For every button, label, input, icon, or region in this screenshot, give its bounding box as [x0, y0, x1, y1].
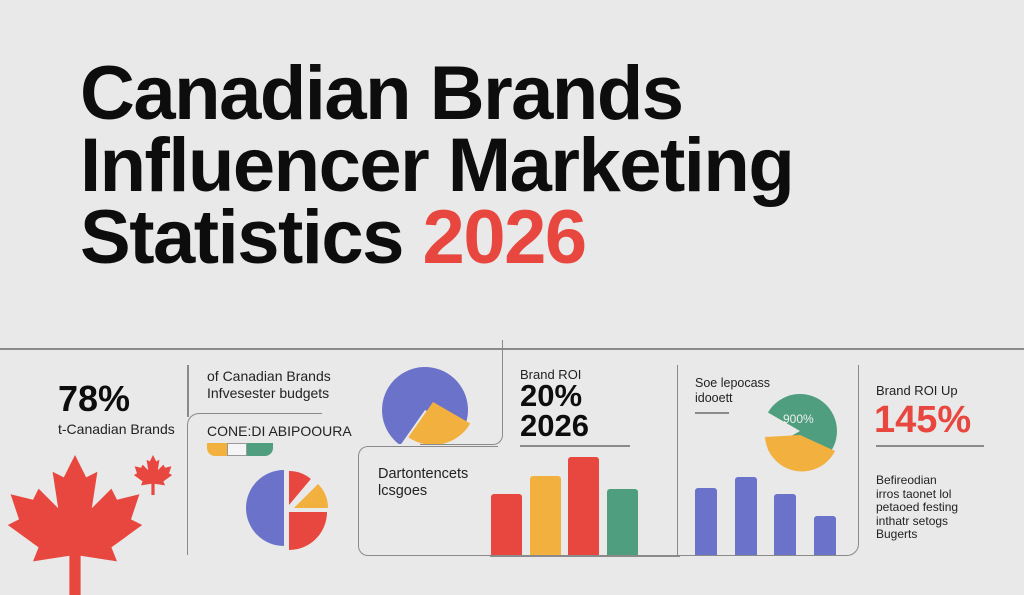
roi-up-label: Brand ROI Up — [876, 383, 958, 398]
title-line-2: Influencer Marketing — [80, 123, 795, 208]
title-text: Statistics — [80, 195, 404, 280]
text-line: of Canadian Brands — [207, 368, 331, 384]
text-line: Bugerts — [876, 527, 918, 541]
text-line: lcsgoes — [378, 483, 428, 499]
stat-78: 78% — [58, 378, 131, 419]
panel2-text: of Canadian Brands Infvesester budgets — [207, 368, 331, 402]
bar — [734, 477, 757, 555]
pie-slice — [765, 435, 835, 472]
text-line: Soe lepocass — [695, 376, 771, 390]
pie-chart-3 — [765, 394, 837, 472]
bar — [568, 457, 599, 555]
divider — [0, 348, 1024, 350]
title-line-3: Statistics 2026 — [80, 200, 793, 276]
divider — [520, 445, 630, 447]
page-title: Canadian Brands Influencer Marketing Sta… — [80, 51, 795, 276]
pie-slice — [408, 402, 471, 444]
maple-leaf-icon — [7, 455, 143, 595]
stat-value: 20% — [520, 378, 583, 413]
title-line-1: Canadian Brands — [80, 51, 684, 136]
stat-caption: t-Canadian Brands — [58, 421, 175, 437]
brand-roi-stat: 20% 2026 — [520, 378, 589, 443]
divider — [695, 412, 729, 414]
card-frame — [358, 446, 498, 556]
pie-slice — [382, 367, 468, 444]
text-line: Dartontencets — [378, 466, 469, 482]
box-label: CONE:DI ABIPOOURA — [207, 423, 352, 439]
pie-label: 900% — [783, 412, 814, 426]
bar — [529, 476, 561, 555]
pie-slice — [289, 471, 311, 505]
color-bar — [207, 443, 273, 456]
text-line: Befireodian — [876, 473, 937, 487]
bar — [695, 488, 717, 555]
card-frame — [677, 365, 859, 556]
bar-segment — [227, 443, 247, 456]
pie-slice — [246, 470, 284, 546]
bar — [491, 494, 522, 555]
divider — [876, 445, 984, 447]
stat-year: 2026 — [520, 408, 589, 443]
roi-up-body: Befireodian irros taonet lol petaoed festi… — [876, 473, 959, 542]
text-line: inthatr setogs — [876, 513, 949, 528]
bar — [774, 494, 796, 555]
box2-text: Dartontencets lcsgoes — [378, 466, 468, 500]
text-line: petaoed festing — [876, 500, 959, 514]
pie-chart-2 — [246, 470, 328, 550]
pie-chart-1 — [382, 367, 471, 444]
card-frame — [420, 340, 503, 445]
bar — [606, 489, 638, 555]
bar-segment — [247, 443, 273, 456]
baseline — [490, 555, 680, 557]
text-line: irros taonet lol — [876, 486, 952, 501]
pie-slice — [294, 483, 328, 508]
bar-segment — [207, 443, 227, 456]
roi-up-stat: 145% — [874, 399, 972, 441]
divider — [187, 365, 189, 417]
text-line: idooett — [695, 391, 733, 405]
card-frame — [187, 413, 322, 555]
brand-roi-label: Brand ROI — [520, 367, 582, 382]
panel4-text: Soe lepocass idooett — [695, 376, 770, 406]
text-line: Infvesester budgets — [207, 385, 330, 401]
pie-slice — [289, 512, 327, 550]
maple-leaf-icon — [133, 455, 173, 495]
title-year: 2026 — [422, 195, 588, 280]
bar — [813, 516, 836, 555]
